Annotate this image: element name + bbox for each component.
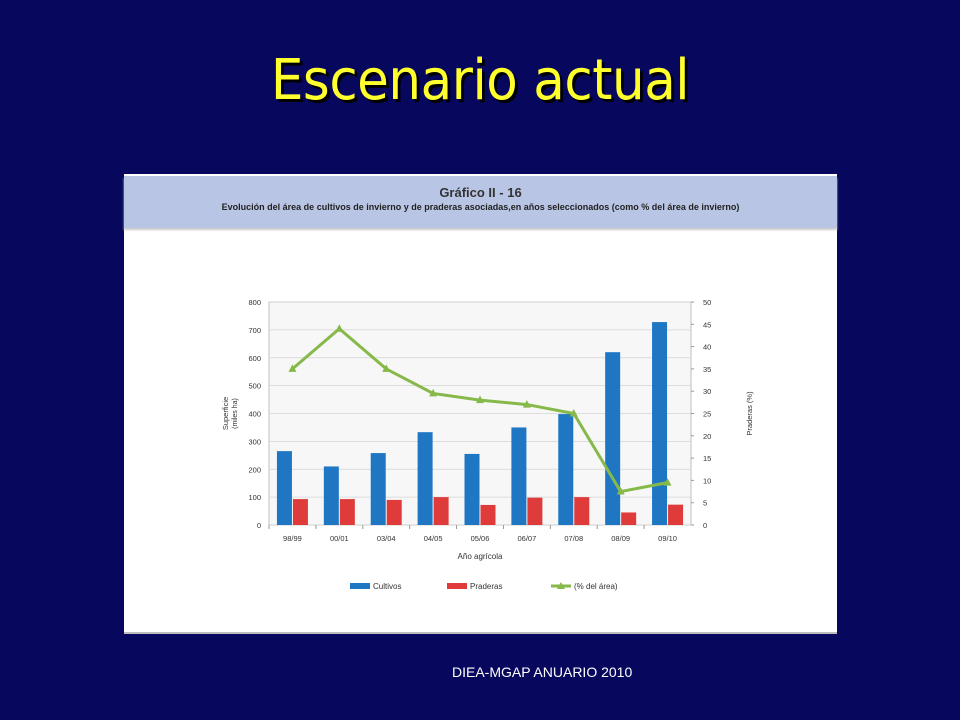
bar-cultivos (605, 352, 621, 525)
pct-point (569, 409, 578, 417)
y-tick-label: 200 (248, 465, 261, 474)
x-tick-label: 09/10 (658, 534, 677, 543)
y-tick-label: 400 (248, 410, 261, 419)
legend-swatch (447, 583, 467, 589)
y-tick-label: 300 (248, 437, 261, 446)
bar-praderas (339, 499, 355, 525)
bar-cultivos (370, 453, 386, 525)
y2-tick-label: 20 (703, 432, 711, 441)
bar-praderas (621, 512, 637, 525)
y-axis-title: Superficie (221, 397, 230, 430)
figure-number: Gráfico II - 16 (439, 185, 522, 200)
bar-praderas (433, 497, 449, 525)
bar-praderas (480, 504, 496, 525)
pct-point (616, 487, 625, 495)
y-tick-label: 700 (248, 326, 261, 335)
legend-label: Cultivos (373, 582, 401, 591)
pct-point (382, 364, 391, 372)
source-note: DIEA-MGAP ANUARIO 2010 (452, 664, 633, 680)
y-tick-label: 100 (248, 493, 261, 502)
pct-point (663, 478, 672, 486)
legend-marker (557, 582, 565, 589)
legend-swatch (350, 583, 370, 589)
legend-label: Praderas (470, 582, 502, 591)
pct-line (288, 324, 672, 495)
pct-point (522, 400, 531, 408)
bar-praderas (527, 497, 543, 525)
y2-tick-label: 15 (703, 454, 711, 463)
figure-caption: Evolución del área de cultivos de invier… (221, 202, 740, 212)
legend-label: (% del área) (574, 582, 618, 591)
y2-tick-label: 50 (703, 298, 711, 307)
bar-cultivos (464, 453, 480, 525)
y2-tick-label: 25 (703, 410, 711, 419)
pct-point (429, 388, 438, 397)
bar-cultivos (276, 451, 292, 525)
x-axis-title: Año agrícola (458, 552, 503, 561)
y2-tick-label: 40 (703, 343, 711, 352)
y2-tick-label: 35 (703, 365, 711, 374)
pct-point (335, 324, 344, 332)
x-tick-label: 08/09 (611, 534, 630, 543)
x-tick-label: 00/01 (330, 534, 349, 543)
bar-cultivos (323, 466, 339, 525)
x-tick-label: 98/99 (283, 534, 302, 543)
legend: Cultivos Praderas (% del área) (350, 582, 618, 591)
bars (276, 322, 684, 525)
x-tick-label: 06/07 (517, 534, 536, 543)
y2-tick-label: 0 (703, 521, 707, 530)
slide-title: Escenario actual (270, 48, 690, 113)
axes: 0 100 200 300 400 500 600 700 800 0 5 10 15 20 25 30 35 4… (221, 298, 754, 561)
y2-tick-label: 45 (703, 320, 711, 329)
y-tick-label: 600 (248, 354, 261, 363)
pct-point (288, 364, 297, 372)
y-tick-label: 800 (248, 298, 261, 307)
y-axis-subtitle: (miles ha) (232, 398, 239, 429)
y2-tick-label: 10 (703, 476, 711, 485)
chart-svg: 0 100 200 300 400 500 600 700 800 0 5 10 15 20 25 30 35 4… (221, 298, 754, 591)
x-tick-label: 05/06 (471, 534, 490, 543)
x-tick-label: 03/04 (377, 534, 396, 543)
bar-praderas (668, 504, 684, 525)
y2-axis-title: Praderas (%) (745, 391, 754, 436)
bar-praderas (292, 499, 308, 525)
bar-cultivos (417, 432, 433, 525)
y2-tick-label: 5 (703, 499, 707, 508)
bar-cultivos (511, 427, 527, 525)
bar-cultivos (652, 322, 668, 525)
bar-cultivos (558, 414, 574, 525)
x-tick-label: 07/08 (564, 534, 583, 543)
y2-tick-label: 30 (703, 387, 711, 396)
bar-praderas (386, 499, 402, 525)
bar-praderas (574, 497, 590, 525)
x-tick-label: 04/05 (424, 534, 443, 543)
y-tick-label: 0 (257, 521, 261, 530)
chart-figure: Gráfico II - 16 Evolución del área de cu… (124, 174, 837, 634)
figure-header: Gráfico II - 16 Evolución del área de cu… (124, 176, 837, 228)
y-tick-label: 500 (248, 382, 261, 391)
pct-point (476, 395, 484, 404)
